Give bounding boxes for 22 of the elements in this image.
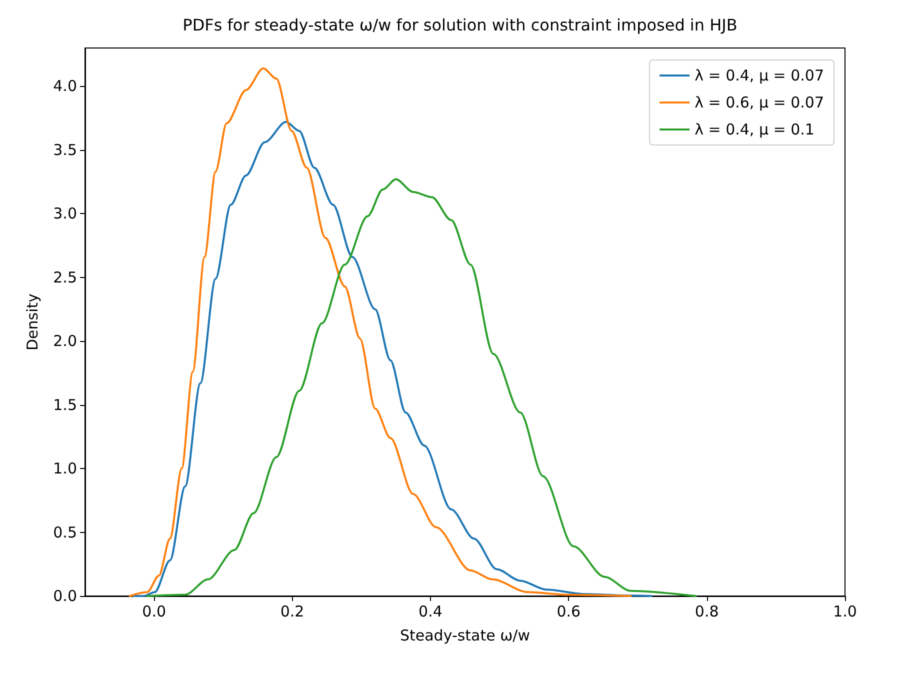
y-tick-label: 2.0 xyxy=(53,332,77,350)
y-tick-label: 1.0 xyxy=(53,460,77,478)
legend-label: λ = 0.4, μ = 0.07 xyxy=(694,66,824,84)
x-tick-label: 0.4 xyxy=(418,602,442,620)
y-tick-label: 4.0 xyxy=(53,77,77,96)
y-tick-label: 1.5 xyxy=(53,396,77,414)
y-tick-label: 0.5 xyxy=(53,523,77,542)
chart-title: PDFs for steady-state ω/w for solution with constraint imposed in HJB xyxy=(182,16,738,34)
x-tick-label: 0.8 xyxy=(694,602,719,620)
x-tick-label: 0.0 xyxy=(142,602,166,620)
line-series xyxy=(146,178,697,597)
x-axis-title: Steady-state ω/w xyxy=(400,626,530,644)
x-tick-label: 1.0 xyxy=(833,602,857,620)
legend-label: λ = 0.4, μ = 0.1 xyxy=(694,120,814,138)
x-tick-label: 0.2 xyxy=(280,602,304,620)
y-axis-title: Density xyxy=(24,293,42,351)
y-tick-label: 2.5 xyxy=(53,268,77,286)
x-tick-label: 0.6 xyxy=(556,602,581,620)
y-tick-label: 3.5 xyxy=(53,140,77,159)
legend-label: λ = 0.6, μ = 0.07 xyxy=(694,94,824,112)
y-tick-label: 3.0 xyxy=(53,204,77,223)
y-tick-label: 0.0 xyxy=(53,587,77,605)
